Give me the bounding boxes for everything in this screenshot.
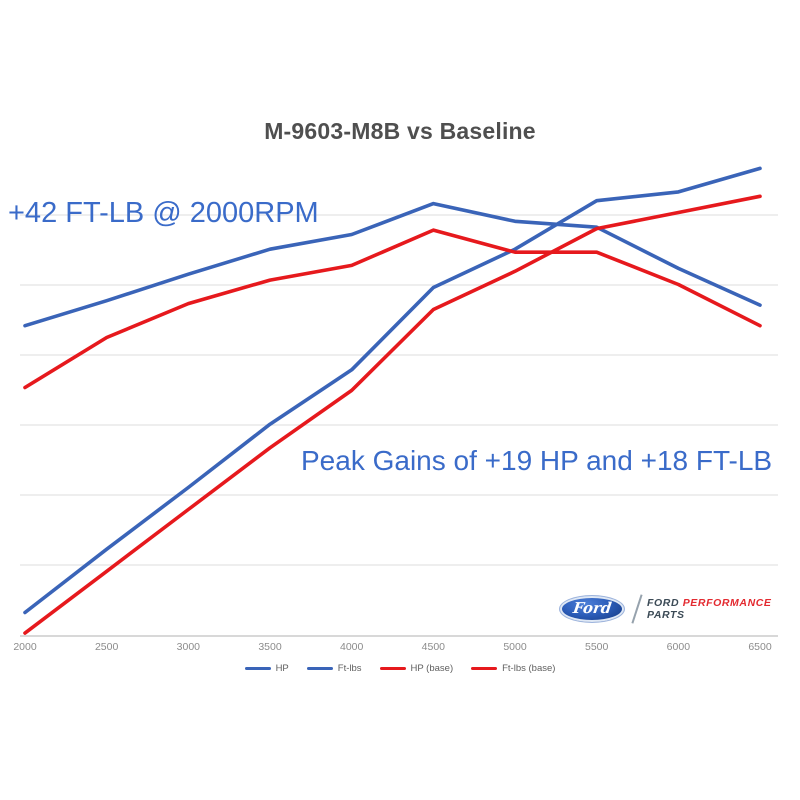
legend-swatch xyxy=(379,667,406,670)
series-line-hp xyxy=(23,166,762,615)
legend-item: Ft-lbs xyxy=(306,663,362,674)
logo-brand-text: FORD xyxy=(647,596,680,609)
legend-label: Ft-lbs (base) xyxy=(502,663,556,674)
series-line-ft-lbs-base- xyxy=(23,228,762,390)
legend: HP Ft-lbs HP (base) Ft-lbs (base) xyxy=(0,663,800,674)
logo-divider-slash xyxy=(631,594,643,624)
series-line-ft-lbs xyxy=(23,201,762,328)
legend-swatch xyxy=(471,667,498,670)
logo-wordmark: FORD PERFORMANCE PARTS xyxy=(647,597,772,621)
logo-performance-text: PERFORMANCE xyxy=(682,596,772,609)
x-tick-label: 3000 xyxy=(176,641,200,653)
x-tick-label: 5000 xyxy=(503,641,527,653)
ford-performance-logo: Ford FORD PERFORMANCE PARTS xyxy=(560,588,785,630)
legend-item: HP xyxy=(244,663,289,674)
legend-label: HP (base) xyxy=(410,663,454,674)
x-axis: 2000 2500 3000 3500 4000 4500 5000 5500 6000 6500 xyxy=(0,641,800,655)
ford-oval-logo: Ford xyxy=(560,596,624,622)
legend-label: HP xyxy=(275,663,289,674)
x-tick-label: 2500 xyxy=(94,641,119,653)
annotation-peak-gains: Peak Gains of +19 HP and +18 FT-LB xyxy=(301,445,773,476)
page-title: M-9603-M8B vs Baseline xyxy=(264,118,536,144)
legend-item: Ft-lbs (base) xyxy=(471,663,555,674)
x-tick-label: 2000 xyxy=(13,641,37,653)
legend-item: HP (base) xyxy=(379,663,454,674)
annotation-torque-gain: +42 FT-LB @ 2000RPM xyxy=(8,197,319,229)
x-tick-label: 4000 xyxy=(339,641,364,653)
legend-swatch xyxy=(244,667,271,670)
x-tick-label: 3500 xyxy=(258,641,282,653)
series-line-hp-base- xyxy=(23,194,762,635)
x-tick-label: 6500 xyxy=(748,641,772,653)
ford-script-text: Ford xyxy=(571,598,613,617)
x-tick-label: 6000 xyxy=(666,641,691,653)
x-tick-label: 5500 xyxy=(585,641,609,653)
x-tick-label: 4500 xyxy=(421,641,446,653)
legend-swatch xyxy=(306,667,333,670)
logo-parts-text: PARTS xyxy=(647,609,685,621)
legend-label: Ft-lbs xyxy=(337,663,362,674)
